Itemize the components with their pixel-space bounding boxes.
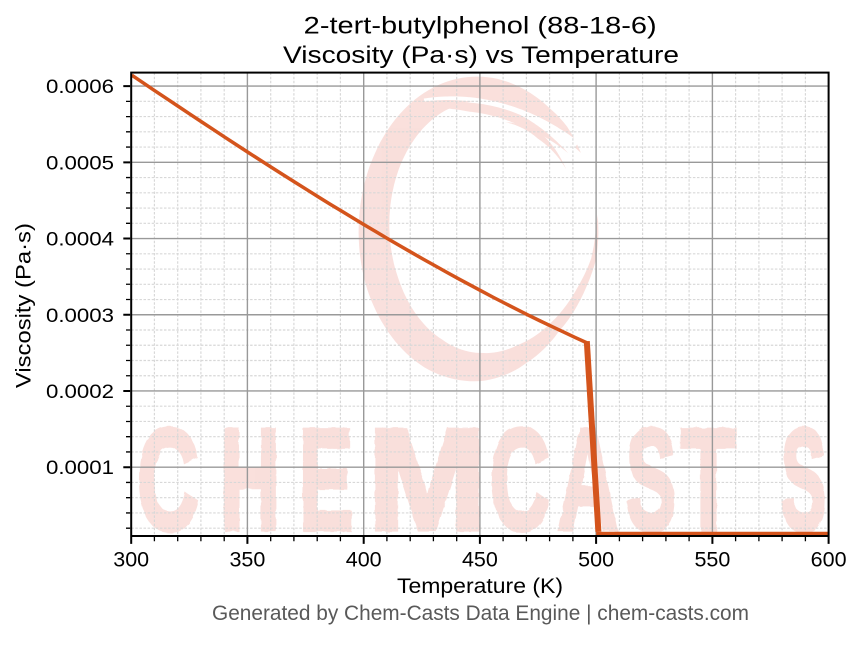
svg-text:0.0006: 0.0006 xyxy=(46,76,114,98)
svg-text:2-tert-butylphenol (88-18-6): 2-tert-butylphenol (88-18-6) xyxy=(304,13,657,40)
svg-text:0.0004: 0.0004 xyxy=(46,229,114,251)
svg-text:0.0005: 0.0005 xyxy=(46,152,114,174)
svg-text:0.0003: 0.0003 xyxy=(46,305,114,327)
svg-text:Viscosity (Pa·s) vs Temperatur: Viscosity (Pa·s) vs Temperature xyxy=(283,42,679,69)
svg-text:0.0002: 0.0002 xyxy=(46,381,114,403)
svg-text:600: 600 xyxy=(811,548,847,572)
svg-text:300: 300 xyxy=(113,548,149,572)
svg-text:450: 450 xyxy=(462,548,498,572)
svg-text:400: 400 xyxy=(346,548,382,572)
svg-text:500: 500 xyxy=(578,548,614,572)
svg-text:550: 550 xyxy=(694,548,730,572)
svg-text:0.0001: 0.0001 xyxy=(46,457,114,479)
svg-text:350: 350 xyxy=(229,548,265,572)
svg-text:Viscosity (Pa·s): Viscosity (Pa·s) xyxy=(13,223,36,388)
svg-text:Generated by Chem-Casts Data E: Generated by Chem-Casts Data Engine | ch… xyxy=(212,602,749,625)
svg-text:Temperature (K): Temperature (K) xyxy=(397,575,563,598)
